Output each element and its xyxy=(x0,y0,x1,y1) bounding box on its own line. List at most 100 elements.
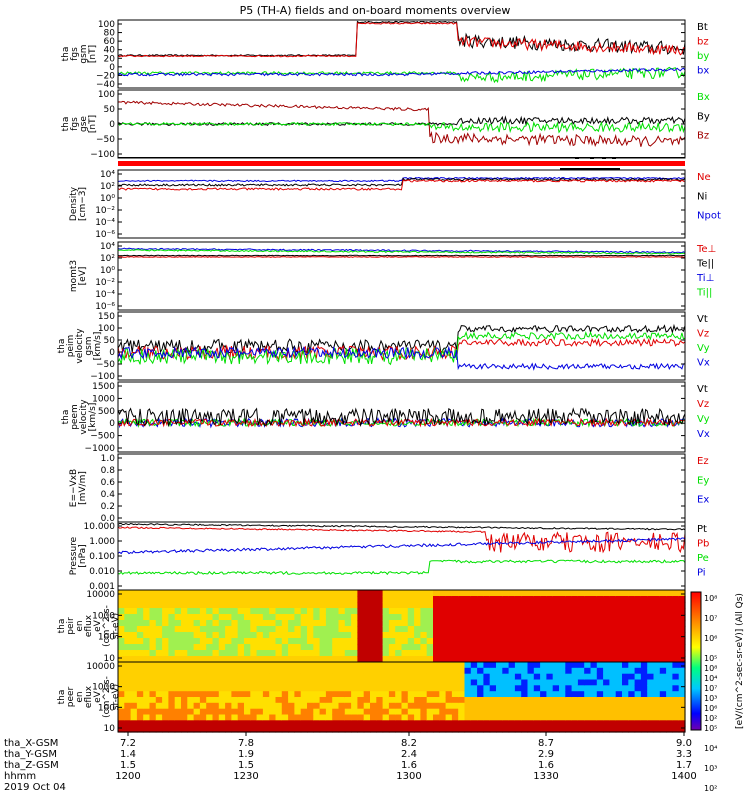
colorbar-tick-lower: 10³ xyxy=(704,764,717,773)
spectrogram-cell xyxy=(294,708,302,716)
spectrogram-cell xyxy=(439,602,447,609)
spectrogram-cell xyxy=(338,667,346,675)
spectrogram-cell xyxy=(533,714,541,721)
y-tick-label: 10⁻⁶ xyxy=(95,302,115,312)
spectrogram-cell xyxy=(502,726,510,733)
spectrogram-cell xyxy=(533,708,541,716)
spectrogram-cell xyxy=(477,679,484,686)
spectrogram-cell xyxy=(546,691,554,698)
spectrogram-cell xyxy=(237,720,245,727)
spectrogram-cell xyxy=(477,626,484,633)
spectrogram-cell xyxy=(338,650,346,657)
spectrogram-cell xyxy=(187,714,195,721)
spectrogram-cell xyxy=(325,679,333,686)
spectrogram-cell xyxy=(401,590,409,597)
spectrogram-cell xyxy=(212,656,220,663)
spectrogram-cell xyxy=(628,626,636,633)
spectrogram-cell xyxy=(628,673,636,681)
spectrogram-cell xyxy=(603,608,610,615)
spectrogram-cell xyxy=(584,673,592,681)
spectrogram-cell xyxy=(426,673,434,681)
spectrogram-cell xyxy=(470,662,478,669)
spectrogram-cell xyxy=(168,614,176,621)
spectrogram-cell xyxy=(552,608,560,615)
y-axis-label: (cm^2-s- xyxy=(102,676,112,718)
y-tick-label: 1000 xyxy=(92,394,115,404)
spectrogram-cell xyxy=(162,608,169,615)
spectrogram-cell xyxy=(370,726,377,733)
spectrogram-cell xyxy=(540,608,547,615)
legend-entry: Ez xyxy=(697,456,709,467)
spectrogram-cell xyxy=(628,656,636,663)
y-axis-label: [mV/m] xyxy=(78,471,88,505)
spectrogram-cell xyxy=(382,679,390,686)
spectrogram-cell xyxy=(659,702,667,710)
spectrogram-cell xyxy=(187,656,195,663)
spectrogram-cell xyxy=(571,667,579,675)
spectrogram-cell xyxy=(596,708,604,716)
spectrogram-cell xyxy=(225,644,232,651)
series-Bx xyxy=(117,120,686,134)
spectrogram-cell xyxy=(168,691,176,698)
spectrogram-cell xyxy=(218,685,226,692)
spectrogram-cell xyxy=(187,614,195,621)
flag-marker xyxy=(560,168,620,170)
spectrogram-cell xyxy=(571,673,579,681)
spectrogram-cell xyxy=(666,656,673,663)
spectrogram-cell xyxy=(678,632,686,639)
spectrogram-cell xyxy=(571,596,579,603)
spectrogram-cell xyxy=(502,702,510,710)
spectrogram-cell xyxy=(130,644,138,651)
spectrogram-cell xyxy=(458,644,466,651)
spectrogram-cell xyxy=(647,702,655,710)
spectrogram-cell xyxy=(678,673,686,681)
spectrogram-cell xyxy=(653,632,661,639)
spectrogram-cell xyxy=(149,632,157,639)
spectrogram-cell xyxy=(288,590,295,597)
spectrogram-cell xyxy=(414,620,421,627)
y-tick-label: 50 xyxy=(104,105,116,115)
spectrogram-cell xyxy=(199,596,207,603)
spectrogram-cell xyxy=(269,685,277,692)
spectrogram-cell xyxy=(426,691,434,698)
spectrogram-cell xyxy=(218,726,226,733)
spectrogram-cell xyxy=(590,644,598,651)
legend-entry: Npot xyxy=(697,211,721,222)
spectrogram-cell xyxy=(174,720,182,727)
spectrogram-cell xyxy=(225,685,232,692)
flag-marker xyxy=(602,157,606,159)
spectrogram-cell xyxy=(477,602,484,609)
legend-entry: Vt xyxy=(697,314,708,325)
spectrogram-cell xyxy=(615,702,623,710)
spectrogram-cell xyxy=(130,626,138,633)
spectrogram-cell xyxy=(218,679,226,686)
spectrogram-cell xyxy=(382,626,390,633)
spectrogram-cell xyxy=(596,626,604,633)
spectrogram-cell xyxy=(357,667,365,675)
spectrogram-cell xyxy=(508,679,516,686)
spectrogram-cell xyxy=(218,632,226,639)
spectrogram-cell xyxy=(502,697,510,704)
spectrogram-cell xyxy=(212,726,220,733)
spectrogram-cell xyxy=(458,632,466,639)
spectrogram-cell xyxy=(237,673,245,681)
spectrogram-cell xyxy=(313,590,321,597)
spectrogram-cell xyxy=(615,720,623,727)
spectrogram-cell xyxy=(319,679,327,686)
spectrogram-cell xyxy=(325,644,333,651)
spectrogram-cell xyxy=(489,702,497,710)
spectrogram-cell xyxy=(401,596,409,603)
spectrogram-cell xyxy=(445,590,453,597)
spectrogram-cell xyxy=(307,632,314,639)
spectrogram-cell xyxy=(489,726,497,733)
spectrogram-cell xyxy=(174,620,182,627)
spectrogram-cell xyxy=(136,679,144,686)
spectrogram-cell xyxy=(313,685,321,692)
spectrogram-cell xyxy=(288,702,295,710)
spectrogram-cell xyxy=(199,632,207,639)
spectrogram-cell xyxy=(451,702,459,710)
spectrogram-cell xyxy=(540,679,547,686)
spectrogram-cell xyxy=(300,638,308,645)
spectrogram-cell xyxy=(294,590,302,597)
legend-entry: Ex xyxy=(697,495,709,506)
